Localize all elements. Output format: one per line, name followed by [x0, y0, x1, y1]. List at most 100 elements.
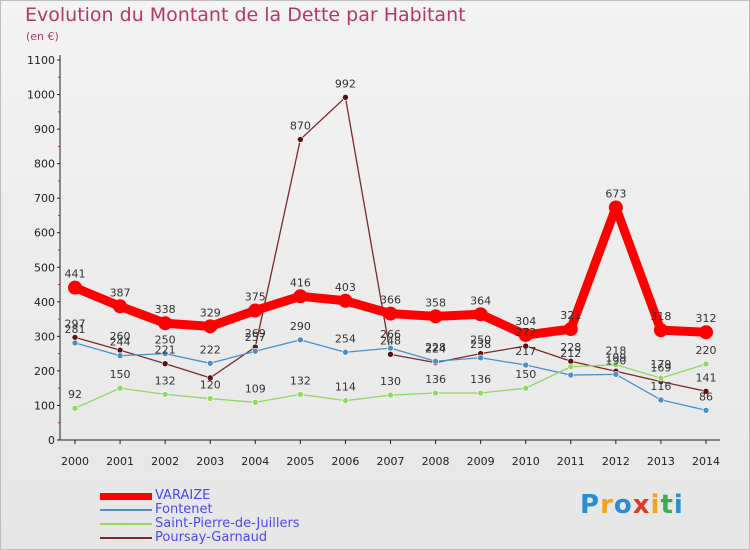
y-tick-label: 300 — [34, 330, 55, 343]
data-label: 321 — [560, 309, 581, 322]
x-tick-label: 2008 — [422, 455, 450, 468]
legend-swatch — [100, 537, 152, 539]
data-point — [702, 387, 710, 395]
data-point — [563, 322, 578, 337]
data-label: 190 — [605, 354, 626, 367]
legend-label: VARAIZE — [155, 488, 211, 503]
data-point — [158, 316, 173, 331]
y-tick-label: 700 — [34, 192, 55, 205]
data-point — [522, 384, 530, 392]
data-label: 269 — [245, 327, 266, 340]
data-label: 260 — [110, 330, 131, 343]
x-tick-label: 2003 — [196, 455, 224, 468]
data-label: 250 — [470, 334, 491, 347]
data-point — [206, 395, 214, 402]
data-label: 132 — [155, 374, 176, 387]
legend-item: VARAIZE — [100, 488, 360, 503]
data-point — [612, 361, 620, 368]
data-point — [702, 406, 710, 414]
data-label: 338 — [155, 303, 176, 316]
data-label: 673 — [605, 188, 626, 201]
data-point — [116, 384, 124, 392]
data-point — [71, 404, 79, 412]
data-point — [428, 309, 443, 324]
data-point — [567, 371, 575, 379]
x-tick-label: 2012 — [602, 455, 630, 468]
data-label: 870 — [290, 119, 311, 132]
data-point — [293, 289, 308, 304]
data-label: 132 — [290, 374, 311, 387]
legend-swatch — [100, 523, 152, 525]
data-point — [206, 374, 214, 382]
data-label: 220 — [696, 344, 717, 357]
y-tick-label: 500 — [34, 261, 55, 274]
data-point — [161, 391, 169, 398]
legend-swatch — [100, 509, 152, 511]
data-label: 136 — [425, 373, 446, 386]
x-tick-label: 2010 — [512, 455, 540, 468]
data-label: 150 — [110, 368, 131, 381]
data-label: 221 — [155, 344, 176, 357]
data-label: 120 — [200, 379, 221, 392]
y-tick-label: 400 — [34, 296, 55, 309]
data-label: 228 — [560, 341, 581, 354]
proxiti-logo: Proxiti — [580, 490, 684, 520]
data-point — [116, 352, 124, 360]
data-label: 387 — [110, 286, 131, 299]
data-point — [251, 399, 259, 406]
data-label: 366 — [380, 294, 401, 307]
data-label: 248 — [380, 334, 401, 347]
data-label: 403 — [335, 281, 356, 294]
data-point — [522, 342, 530, 350]
data-point — [206, 360, 214, 367]
data-point — [251, 347, 259, 355]
data-label: 244 — [110, 336, 131, 349]
data-point — [338, 293, 353, 308]
data-label: 222 — [200, 343, 221, 356]
data-label: 169 — [650, 362, 671, 375]
y-tick-label: 100 — [34, 399, 55, 412]
legend-label: Fontenet — [155, 502, 213, 517]
data-point — [477, 389, 484, 397]
data-label: 257 — [245, 331, 266, 344]
x-tick-label: 2007 — [377, 455, 405, 468]
x-tick-label: 2006 — [331, 455, 359, 468]
data-label: 272 — [515, 326, 536, 339]
y-tick-label: 0 — [48, 434, 55, 447]
data-point — [699, 325, 713, 340]
data-label: 109 — [245, 382, 266, 395]
data-point — [161, 350, 169, 357]
x-tick-label: 2005 — [286, 455, 314, 468]
data-label: 416 — [290, 276, 311, 289]
data-label: 199 — [605, 351, 626, 364]
data-label: 364 — [470, 294, 491, 307]
data-label: 318 — [650, 310, 671, 323]
data-point — [657, 396, 665, 404]
y-tick-label: 1000 — [27, 89, 55, 102]
legend-item: Poursay-Garnaud — [100, 530, 360, 545]
legend-item: Fontenet — [100, 502, 360, 517]
legend-label: Poursay-Garnaud — [155, 530, 268, 545]
data-label: 86 — [699, 390, 713, 403]
data-label: 375 — [245, 290, 266, 303]
data-label: 250 — [155, 334, 176, 347]
data-point — [161, 360, 169, 367]
data-label: 179 — [650, 358, 671, 371]
y-tick-label: 1100 — [27, 54, 55, 67]
data-point — [342, 397, 349, 404]
legend-label: Saint-Pierre-de-Juillers — [155, 516, 300, 531]
data-label: 297 — [65, 317, 86, 330]
data-label: 992 — [335, 77, 356, 90]
data-point — [612, 371, 620, 378]
data-point — [522, 361, 530, 369]
data-label: 238 — [470, 338, 491, 351]
data-point — [657, 374, 665, 382]
data-label: 212 — [560, 347, 581, 360]
data-point — [473, 307, 488, 322]
data-point — [297, 336, 304, 344]
data-point — [387, 391, 394, 399]
data-label: 290 — [290, 320, 311, 333]
data-point — [71, 339, 79, 347]
data-point — [383, 306, 398, 321]
